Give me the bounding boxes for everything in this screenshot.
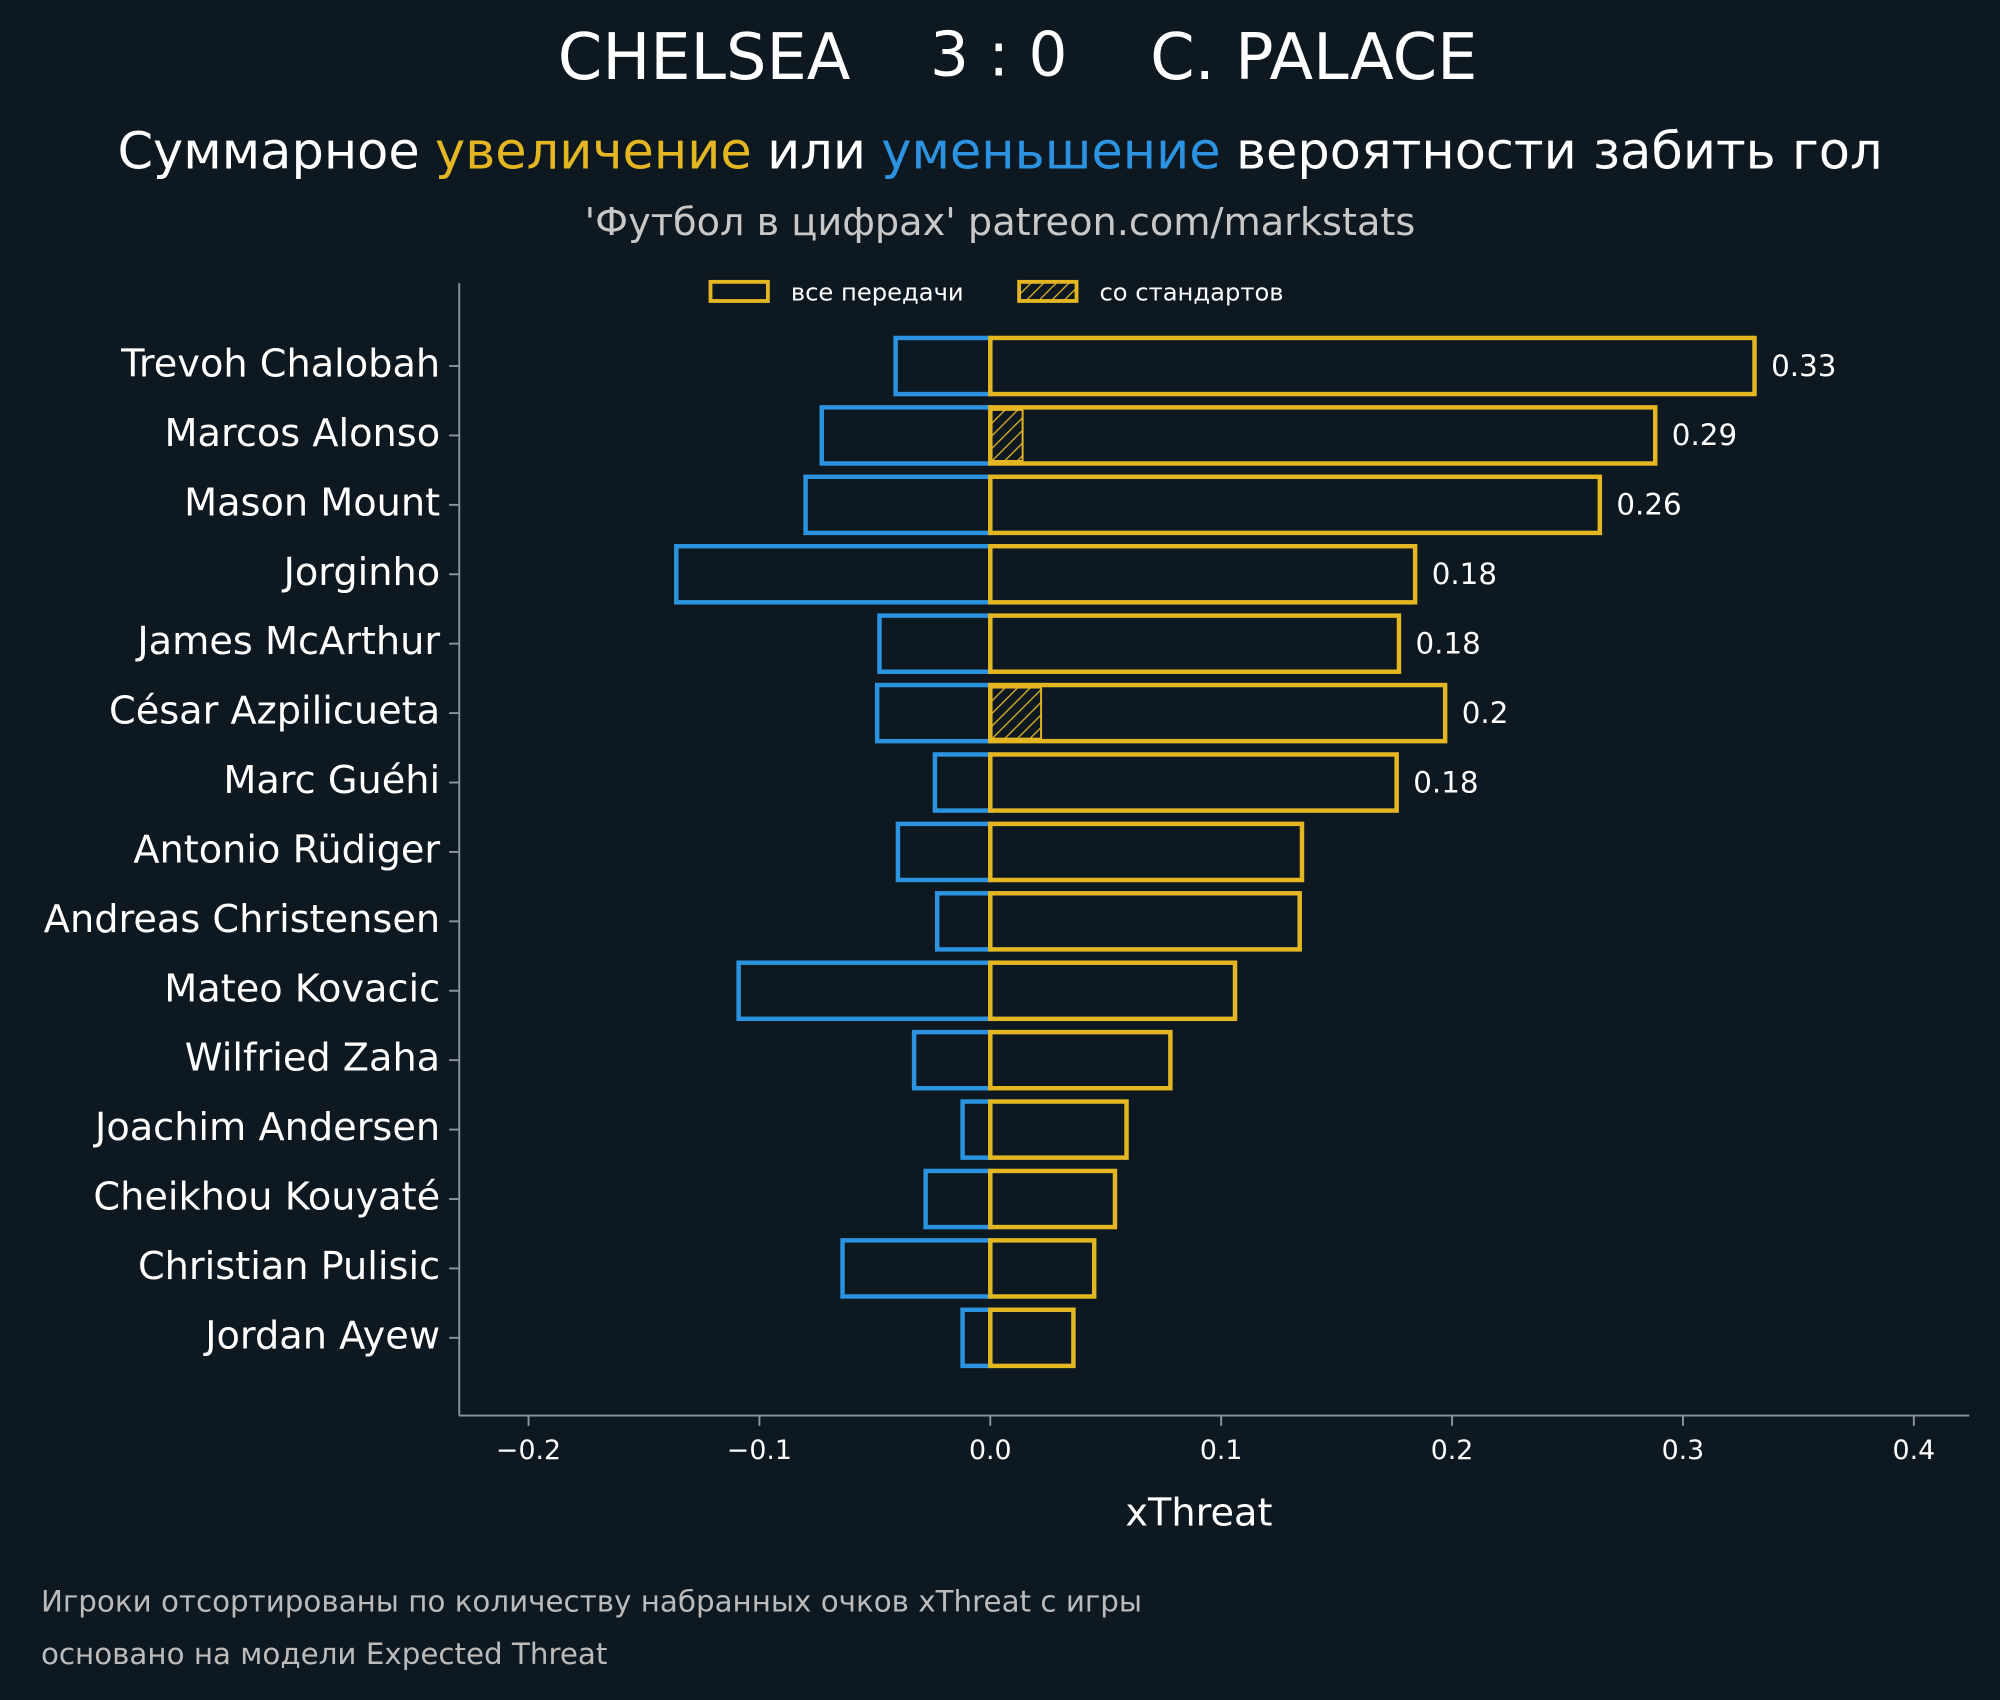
value-label: 0.18 — [1413, 765, 1478, 799]
y-tick-label: Marc Guéhi — [223, 758, 440, 803]
positive-bar — [988, 474, 1603, 536]
x-tick-label: 0.3 — [1662, 1435, 1705, 1466]
footnote: основано на модели Expected Threat — [41, 1637, 607, 1671]
subtitle-part: уменьшение — [881, 122, 1220, 181]
positive-bar — [988, 1307, 1076, 1369]
x-tick-label: −0.2 — [496, 1435, 561, 1466]
legend-label: все передачи — [791, 278, 964, 306]
y-tick-label: César Azpilicueta — [109, 689, 440, 734]
positive-bar — [988, 613, 1402, 674]
y-tick-label: Jordan Ayew — [203, 1313, 440, 1358]
positive-bar — [988, 543, 1418, 605]
score: 3 : 0 — [930, 19, 1067, 90]
positive-bar — [988, 891, 1302, 952]
y-tick-label: Wilfried Zaha — [185, 1036, 440, 1081]
value-label: 0.2 — [1462, 696, 1509, 730]
positive-bar — [988, 1099, 1129, 1160]
subtitle-part: вероятности забить гол — [1236, 122, 1883, 181]
home-team: CHELSEA — [558, 21, 851, 95]
x-axis-label: xThreat — [1125, 1491, 1272, 1536]
source: 'Футбол в цифрах' patreon.com/markstats — [585, 200, 1416, 245]
positive-bar — [988, 1029, 1173, 1091]
subtitle-part: увеличение — [435, 122, 752, 181]
y-tick-label: Trevoh Chalobah — [120, 342, 440, 387]
positive-bar — [988, 1238, 1097, 1299]
x-tick-label: 0.2 — [1431, 1435, 1474, 1466]
legend-swatch — [1017, 279, 1079, 303]
x-tick-label: 0.0 — [969, 1435, 1012, 1466]
y-tick-label: Cheikhou Kouyaté — [93, 1175, 440, 1220]
y-tick-label: James McArthur — [135, 619, 440, 664]
legend-swatch — [708, 279, 770, 303]
y-tick-label: Christian Pulisic — [138, 1244, 440, 1289]
legend-label: со стандартов — [1099, 278, 1283, 306]
value-label: 0.29 — [1672, 418, 1737, 452]
y-tick-label: Joachim Andersen — [93, 1105, 440, 1150]
set-piece-bar — [989, 686, 1043, 740]
x-tick-label: 0.4 — [1893, 1435, 1936, 1466]
set-piece-bar — [989, 408, 1024, 462]
y-tick-label: Antonio Rüdiger — [133, 827, 440, 872]
subtitle: Суммарное увеличение или уменьшение вероятно… — [117, 122, 1882, 181]
footnote: Игроки отсортированы по количеству набра… — [41, 1585, 1142, 1619]
positive-bar — [988, 752, 1399, 813]
y-tick-label: Mason Mount — [184, 480, 440, 525]
positive-bar — [988, 821, 1305, 883]
y-tick-label: Marcos Alonso — [165, 411, 441, 456]
value-label: 0.18 — [1432, 557, 1497, 591]
y-tick-label: Andreas Christensen — [44, 897, 440, 942]
value-label: 0.18 — [1416, 626, 1481, 660]
y-tick-label: Jorginho — [282, 550, 441, 595]
subtitle-part: или — [767, 122, 866, 181]
away-team: C. PALACE — [1150, 21, 1477, 95]
positive-bar — [988, 960, 1238, 1022]
y-tick-label: Mateo Kovacic — [164, 966, 440, 1011]
positive-bar — [988, 1168, 1118, 1230]
value-label: 0.26 — [1616, 488, 1681, 522]
value-label: 0.33 — [1771, 349, 1836, 383]
subtitle-part: Суммарное — [117, 122, 419, 181]
x-tick-label: 0.1 — [1200, 1435, 1243, 1466]
x-tick-label: −0.1 — [727, 1435, 792, 1466]
positive-bar — [988, 335, 1757, 397]
